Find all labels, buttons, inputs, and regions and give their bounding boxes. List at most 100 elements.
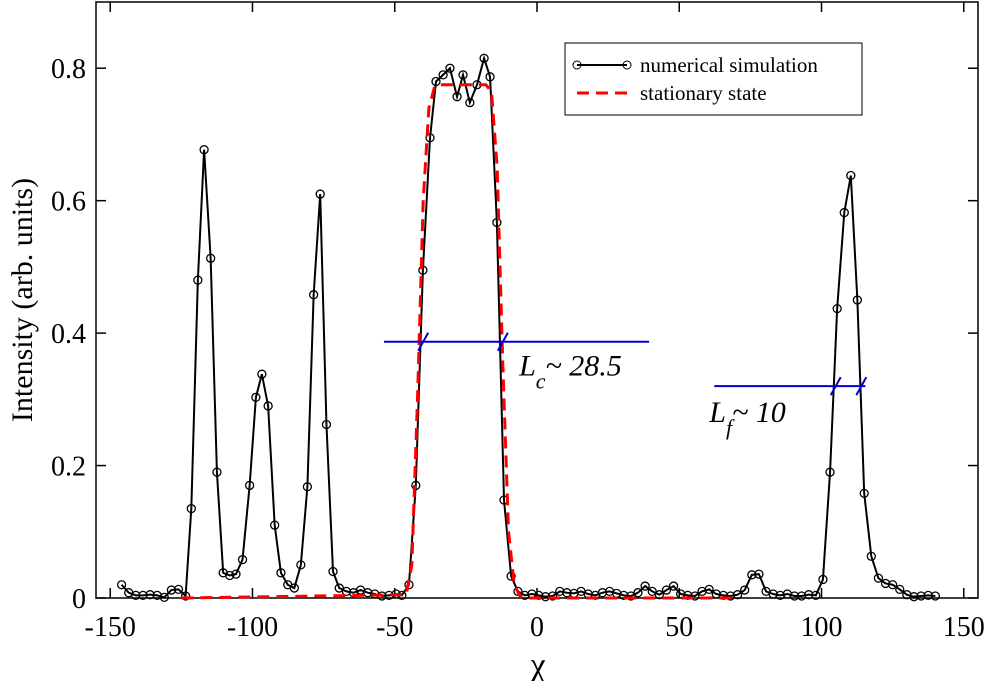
data-point — [562, 588, 572, 598]
data-point — [251, 392, 261, 402]
y-tick-label: 0.2 — [51, 452, 86, 483]
data-point — [873, 573, 884, 583]
y-tick-label: 0.8 — [51, 54, 86, 85]
data-point — [832, 303, 842, 314]
annotation-main: L — [708, 396, 726, 429]
data-point — [895, 584, 905, 595]
data-point — [846, 170, 856, 181]
data-point — [796, 591, 807, 601]
data-point — [732, 590, 743, 600]
x-axis-label: χ — [529, 647, 545, 681]
data-point — [668, 581, 679, 591]
annotation-text: Lc~ 28.5 — [518, 350, 622, 394]
data-point — [633, 588, 643, 598]
data-point — [431, 76, 441, 87]
data-point — [818, 574, 828, 585]
data-point — [804, 590, 814, 600]
data-point — [485, 72, 495, 82]
data-point — [363, 588, 373, 598]
y-tick-label: 0.6 — [51, 187, 86, 218]
data-point — [173, 584, 184, 595]
data-point — [866, 551, 876, 561]
data-point — [237, 554, 248, 565]
data-point — [458, 70, 468, 80]
data-point — [923, 590, 933, 601]
annotation-suffix: ~ 28.5 — [546, 350, 622, 383]
annotation-cross — [417, 332, 430, 352]
data-point — [328, 566, 338, 577]
y-tick-label: 0 — [72, 584, 86, 615]
annotation-cross — [496, 332, 509, 352]
data-point — [244, 480, 255, 491]
y-axis-label: Intensity (arb. units) — [6, 178, 39, 422]
x-tick-label: 100 — [801, 612, 843, 643]
data-point — [145, 590, 155, 600]
annotation-text: Lf~ 10 — [708, 396, 786, 440]
x-tick-label: -50 — [376, 612, 413, 643]
annotation-cross — [855, 376, 868, 396]
data-point — [754, 569, 764, 579]
x-tick-label: 0 — [530, 612, 544, 643]
annotation-cross — [829, 376, 842, 396]
legend-label: numerical simulation — [640, 53, 818, 77]
series-line — [120, 54, 936, 599]
legend-label: stationary state — [640, 81, 767, 105]
data-point — [740, 585, 750, 595]
data-point — [811, 590, 821, 601]
data-point — [270, 520, 280, 530]
legend-marker — [622, 60, 632, 70]
data-point — [690, 591, 700, 601]
y-tick-label: 0.4 — [51, 319, 86, 350]
x-tick-label: 50 — [665, 612, 693, 643]
data-point — [315, 189, 325, 199]
data-point — [725, 591, 736, 601]
data-point — [887, 580, 898, 590]
data-point — [425, 133, 435, 143]
data-point — [909, 592, 919, 602]
data-point — [916, 591, 926, 601]
x-tick-label: 150 — [943, 612, 985, 643]
data-point — [789, 591, 800, 601]
data-point — [257, 369, 267, 379]
data-point — [859, 488, 869, 499]
data-point — [186, 503, 196, 514]
legend-box — [564, 42, 863, 116]
data-point — [839, 207, 849, 218]
annotation-suffix: ~ 10 — [732, 396, 786, 429]
data-point — [676, 589, 686, 599]
x-tick-label: -150 — [85, 612, 136, 643]
data-point — [555, 586, 565, 597]
data-point — [704, 584, 714, 595]
data-point — [654, 590, 664, 600]
series-line — [181, 83, 737, 600]
data-point — [747, 570, 757, 580]
data-point — [597, 588, 608, 598]
data-point — [445, 63, 455, 73]
data-point — [289, 583, 299, 593]
data-point — [276, 568, 286, 578]
data-point — [138, 590, 148, 601]
data-point — [225, 570, 235, 581]
annotation-subscript: c — [536, 368, 546, 393]
data-point — [296, 560, 306, 570]
data-point — [166, 585, 177, 595]
data-point — [212, 467, 222, 477]
x-tick-label: -100 — [227, 612, 278, 643]
data-point — [492, 217, 502, 228]
data-point — [263, 401, 273, 411]
data-point — [321, 419, 332, 430]
data-point — [418, 265, 428, 275]
data-point — [479, 53, 489, 63]
data-point — [930, 591, 940, 601]
data-point — [199, 145, 209, 155]
data-point — [547, 591, 558, 601]
annotation-subscript: f — [726, 415, 735, 440]
data-point — [116, 580, 127, 590]
data-point — [640, 581, 650, 591]
data-point — [159, 592, 169, 602]
data-point — [206, 253, 216, 263]
annotation-main: L — [518, 350, 536, 383]
data-point — [711, 589, 721, 599]
data-point — [619, 590, 629, 601]
